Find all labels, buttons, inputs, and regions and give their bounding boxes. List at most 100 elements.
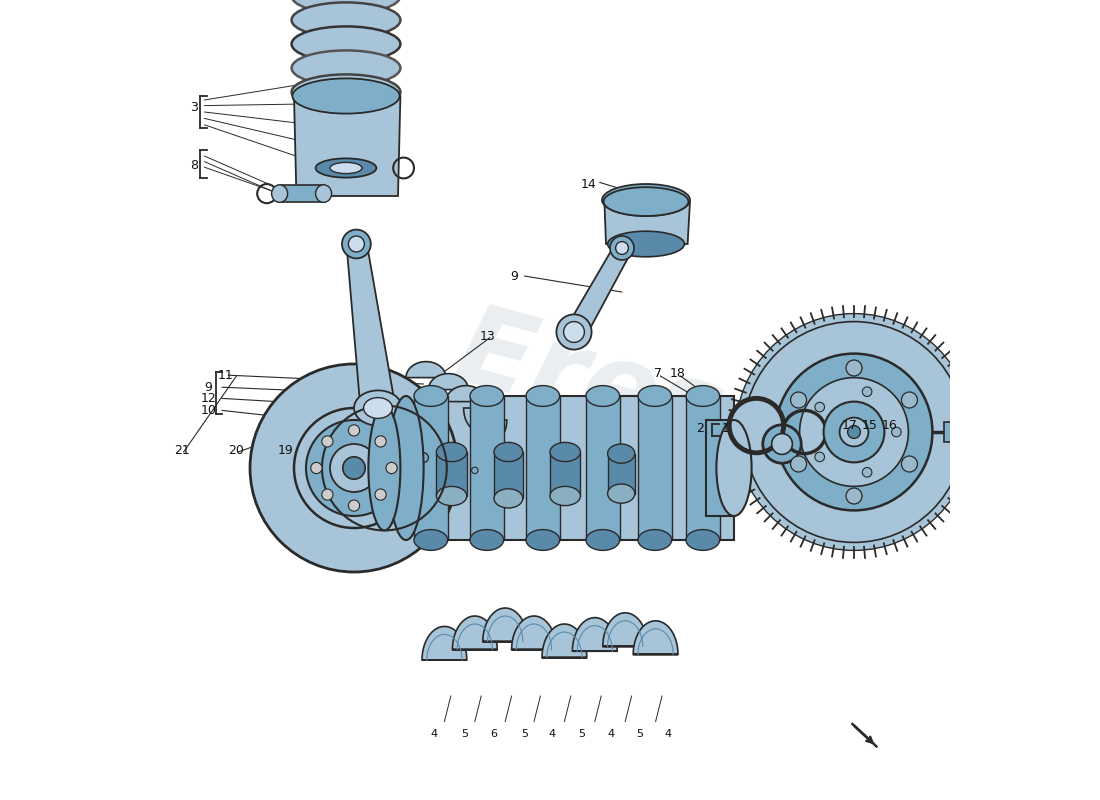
Bar — [944, 422, 959, 442]
Circle shape — [563, 322, 584, 342]
Ellipse shape — [494, 489, 522, 508]
Circle shape — [557, 314, 592, 350]
Bar — [470, 396, 504, 540]
Bar — [526, 396, 560, 540]
Polygon shape — [566, 243, 631, 336]
Ellipse shape — [292, 26, 400, 62]
Circle shape — [342, 230, 371, 258]
Ellipse shape — [330, 162, 362, 174]
Polygon shape — [542, 624, 586, 658]
Circle shape — [791, 456, 806, 472]
Circle shape — [349, 236, 364, 252]
Circle shape — [815, 402, 825, 412]
Circle shape — [824, 402, 884, 462]
Text: Eres: Eres — [444, 297, 735, 471]
Ellipse shape — [586, 386, 619, 406]
Text: 17: 17 — [843, 419, 858, 432]
Bar — [494, 452, 522, 498]
Ellipse shape — [368, 406, 400, 530]
Text: 2: 2 — [696, 422, 704, 434]
Text: 5: 5 — [636, 730, 644, 739]
Circle shape — [343, 457, 365, 479]
Ellipse shape — [716, 420, 751, 516]
Circle shape — [386, 462, 397, 474]
Circle shape — [791, 392, 806, 408]
Circle shape — [839, 418, 868, 446]
Polygon shape — [452, 616, 497, 650]
Text: 12: 12 — [200, 392, 217, 405]
Text: 19: 19 — [278, 444, 294, 457]
Circle shape — [800, 378, 909, 486]
Circle shape — [330, 444, 378, 492]
Ellipse shape — [292, 50, 400, 86]
Ellipse shape — [316, 185, 331, 202]
Circle shape — [375, 489, 386, 500]
Bar — [586, 396, 619, 540]
Circle shape — [349, 425, 360, 436]
Ellipse shape — [364, 398, 393, 418]
Text: a passion for: a passion for — [464, 430, 716, 530]
Text: 10: 10 — [200, 404, 217, 417]
Circle shape — [250, 364, 458, 572]
Polygon shape — [346, 248, 396, 408]
Text: 5: 5 — [461, 730, 468, 739]
Text: 13: 13 — [480, 330, 495, 342]
Text: 4: 4 — [549, 730, 556, 739]
Circle shape — [311, 462, 322, 474]
Polygon shape — [406, 362, 446, 378]
Ellipse shape — [293, 78, 399, 114]
Polygon shape — [603, 613, 648, 646]
Ellipse shape — [292, 2, 400, 38]
Ellipse shape — [272, 185, 287, 202]
Ellipse shape — [602, 184, 690, 216]
Ellipse shape — [607, 444, 635, 463]
Polygon shape — [463, 408, 493, 430]
Text: 3: 3 — [190, 101, 198, 114]
Ellipse shape — [526, 386, 560, 406]
Circle shape — [616, 242, 628, 254]
Ellipse shape — [437, 442, 466, 462]
Bar — [550, 452, 581, 496]
Circle shape — [349, 500, 360, 511]
Circle shape — [419, 453, 428, 462]
Circle shape — [729, 398, 783, 453]
Circle shape — [901, 456, 917, 472]
Ellipse shape — [686, 386, 719, 406]
Polygon shape — [572, 618, 617, 651]
Ellipse shape — [316, 158, 376, 178]
Ellipse shape — [437, 486, 466, 506]
Polygon shape — [294, 96, 400, 196]
Ellipse shape — [292, 0, 400, 14]
Ellipse shape — [638, 530, 672, 550]
Text: 6: 6 — [491, 730, 497, 739]
Text: 5: 5 — [521, 730, 528, 739]
Text: 16: 16 — [882, 419, 898, 432]
Text: 14: 14 — [581, 178, 596, 190]
Ellipse shape — [388, 396, 424, 540]
Bar — [279, 185, 323, 202]
Circle shape — [892, 427, 901, 437]
Circle shape — [848, 426, 860, 438]
Circle shape — [901, 392, 917, 408]
Bar — [706, 420, 734, 516]
Ellipse shape — [607, 231, 684, 257]
Text: 11: 11 — [218, 369, 234, 382]
Text: 15: 15 — [862, 419, 878, 432]
Bar — [414, 396, 448, 540]
Ellipse shape — [550, 486, 581, 506]
Bar — [638, 396, 672, 540]
Ellipse shape — [354, 390, 402, 426]
Polygon shape — [428, 374, 469, 390]
Text: 1995: 1995 — [628, 408, 824, 520]
Circle shape — [306, 420, 402, 516]
Circle shape — [815, 452, 825, 462]
Circle shape — [736, 314, 972, 550]
Ellipse shape — [638, 386, 672, 406]
Polygon shape — [478, 420, 507, 442]
Ellipse shape — [526, 530, 560, 550]
Circle shape — [846, 488, 862, 504]
Ellipse shape — [604, 187, 689, 216]
Text: 1: 1 — [722, 422, 730, 434]
Circle shape — [771, 434, 792, 454]
Ellipse shape — [470, 386, 504, 406]
